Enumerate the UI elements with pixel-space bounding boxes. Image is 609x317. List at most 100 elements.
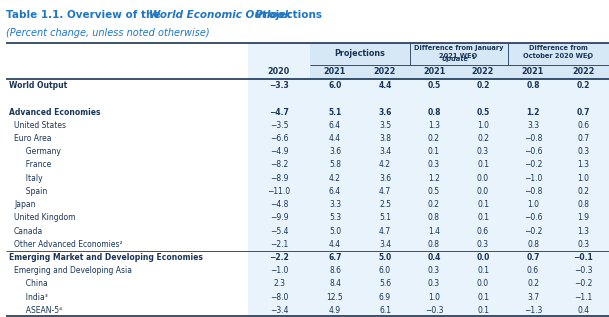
Text: 0.8: 0.8 bbox=[428, 107, 441, 117]
Text: 6.7: 6.7 bbox=[328, 253, 342, 262]
Text: 0.1: 0.1 bbox=[477, 200, 489, 209]
Text: 1.3: 1.3 bbox=[577, 160, 590, 170]
Text: 0.2: 0.2 bbox=[577, 81, 590, 90]
Text: −4.7: −4.7 bbox=[269, 107, 289, 117]
Text: 2021: 2021 bbox=[423, 68, 445, 76]
Text: −5.4: −5.4 bbox=[270, 227, 288, 236]
Text: Projections: Projections bbox=[334, 49, 385, 59]
Text: 0.7: 0.7 bbox=[577, 107, 590, 117]
Text: 8.6: 8.6 bbox=[329, 266, 341, 275]
Text: 0.5: 0.5 bbox=[476, 107, 490, 117]
Text: Emerging Market and Developing Economies: Emerging Market and Developing Economies bbox=[9, 253, 203, 262]
Text: −8.2: −8.2 bbox=[270, 160, 288, 170]
Text: 5.3: 5.3 bbox=[329, 213, 341, 222]
Text: 0.3: 0.3 bbox=[577, 240, 590, 249]
Text: 4.2: 4.2 bbox=[329, 174, 341, 183]
Text: 2.5: 2.5 bbox=[379, 200, 391, 209]
Text: −3.5: −3.5 bbox=[270, 121, 288, 130]
Text: −3.3: −3.3 bbox=[269, 81, 289, 90]
Text: 0.0: 0.0 bbox=[477, 280, 489, 288]
Text: 0.6: 0.6 bbox=[577, 121, 590, 130]
Text: 3.3: 3.3 bbox=[527, 121, 539, 130]
Text: 0.8: 0.8 bbox=[428, 240, 440, 249]
Text: 3.4: 3.4 bbox=[379, 147, 391, 156]
Text: 5.6: 5.6 bbox=[379, 280, 391, 288]
Text: −11.0: −11.0 bbox=[267, 187, 290, 196]
Text: 0.1: 0.1 bbox=[477, 160, 489, 170]
Text: 1: 1 bbox=[587, 55, 590, 60]
Text: 0.1: 0.1 bbox=[477, 213, 489, 222]
Text: 0.8: 0.8 bbox=[527, 240, 539, 249]
Text: 4.4: 4.4 bbox=[329, 240, 341, 249]
Text: −6.6: −6.6 bbox=[270, 134, 288, 143]
Text: 0.1: 0.1 bbox=[477, 293, 489, 302]
Text: 4.4: 4.4 bbox=[329, 134, 341, 143]
Text: −4.9: −4.9 bbox=[270, 147, 288, 156]
Text: 0.3: 0.3 bbox=[428, 266, 440, 275]
Text: 2022: 2022 bbox=[572, 68, 594, 76]
Text: 3.6: 3.6 bbox=[378, 107, 392, 117]
Text: −0.2: −0.2 bbox=[524, 227, 542, 236]
Text: −9.9: −9.9 bbox=[270, 213, 288, 222]
Text: 0.4: 0.4 bbox=[428, 253, 441, 262]
Text: 0.6: 0.6 bbox=[527, 266, 539, 275]
Text: −0.6: −0.6 bbox=[524, 147, 542, 156]
Text: 1.3: 1.3 bbox=[577, 227, 590, 236]
Text: −4.8: −4.8 bbox=[270, 200, 288, 209]
Text: Canada: Canada bbox=[14, 227, 43, 236]
Text: −0.8: −0.8 bbox=[524, 187, 542, 196]
Text: 0.5: 0.5 bbox=[428, 187, 440, 196]
Text: −0.3: −0.3 bbox=[424, 306, 443, 315]
Text: −8.9: −8.9 bbox=[270, 174, 288, 183]
Text: Germany: Germany bbox=[21, 147, 61, 156]
Text: 6.4: 6.4 bbox=[329, 121, 341, 130]
Text: −0.3: −0.3 bbox=[574, 266, 593, 275]
Text: −1.3: −1.3 bbox=[524, 306, 542, 315]
Text: 6.0: 6.0 bbox=[328, 81, 342, 90]
Text: World Economic Outlook: World Economic Outlook bbox=[149, 10, 291, 20]
Text: 5.1: 5.1 bbox=[328, 107, 342, 117]
Text: 5.0: 5.0 bbox=[329, 227, 341, 236]
Text: 6.4: 6.4 bbox=[329, 187, 341, 196]
Text: 0.0: 0.0 bbox=[477, 174, 489, 183]
Text: 3.5: 3.5 bbox=[379, 121, 391, 130]
Text: 0.6: 0.6 bbox=[477, 227, 489, 236]
Text: 1.9: 1.9 bbox=[577, 213, 590, 222]
Text: United States: United States bbox=[14, 121, 66, 130]
Text: 1.0: 1.0 bbox=[477, 121, 489, 130]
Text: 0.2: 0.2 bbox=[477, 134, 489, 143]
Text: 0.3: 0.3 bbox=[428, 160, 440, 170]
Text: Spain: Spain bbox=[21, 187, 48, 196]
Text: 0.2: 0.2 bbox=[428, 200, 440, 209]
Text: 4.7: 4.7 bbox=[379, 187, 391, 196]
Text: −3.4: −3.4 bbox=[270, 306, 288, 315]
Text: India³: India³ bbox=[21, 293, 48, 302]
Text: −0.2: −0.2 bbox=[524, 160, 542, 170]
Text: 6.9: 6.9 bbox=[379, 293, 391, 302]
Text: 0.7: 0.7 bbox=[577, 134, 590, 143]
Text: Other Advanced Economies²: Other Advanced Economies² bbox=[14, 240, 122, 249]
Text: −0.8: −0.8 bbox=[524, 134, 542, 143]
Text: 2021: 2021 bbox=[522, 68, 544, 76]
Text: 4.2: 4.2 bbox=[379, 160, 391, 170]
Text: 4.9: 4.9 bbox=[329, 306, 341, 315]
Text: 1.2: 1.2 bbox=[428, 174, 440, 183]
Text: −0.6: −0.6 bbox=[524, 213, 542, 222]
Text: 1.3: 1.3 bbox=[428, 121, 440, 130]
Text: 3.6: 3.6 bbox=[379, 174, 391, 183]
Text: Difference from January
2021 WEO: Difference from January 2021 WEO bbox=[414, 45, 504, 59]
Text: 0.1: 0.1 bbox=[428, 147, 440, 156]
Text: 3.7: 3.7 bbox=[527, 293, 539, 302]
Text: 0.5: 0.5 bbox=[428, 81, 441, 90]
Text: 3.8: 3.8 bbox=[379, 134, 391, 143]
Text: 0.3: 0.3 bbox=[428, 280, 440, 288]
Text: World Output: World Output bbox=[9, 81, 67, 90]
Text: 0.3: 0.3 bbox=[477, 147, 489, 156]
Text: 6.0: 6.0 bbox=[379, 266, 391, 275]
Text: −2.1: −2.1 bbox=[270, 240, 288, 249]
Bar bbox=[310, 43, 609, 79]
Text: 0.3: 0.3 bbox=[477, 240, 489, 249]
Text: 0.0: 0.0 bbox=[477, 187, 489, 196]
Text: France: France bbox=[21, 160, 51, 170]
Bar bbox=[248, 43, 310, 79]
